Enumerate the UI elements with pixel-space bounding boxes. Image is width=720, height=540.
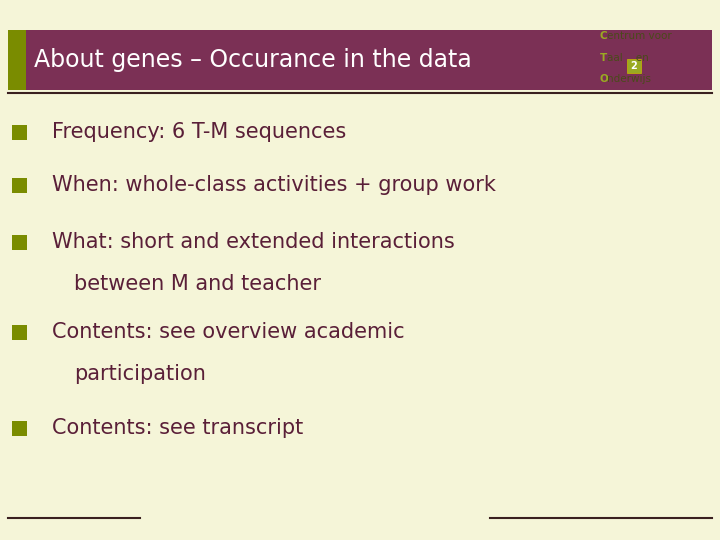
Text: Contents: see overview academic: Contents: see overview academic [52,322,405,342]
Text: participation: participation [74,364,206,384]
Text: nderwijs: nderwijs [607,74,651,84]
FancyBboxPatch shape [12,125,27,139]
Text: entrum voor: entrum voor [607,31,672,41]
FancyBboxPatch shape [12,178,27,192]
Text: Frequency: 6 T-M sequences: Frequency: 6 T-M sequences [52,122,346,142]
Text: T: T [600,53,607,63]
Text: aal    en: aal en [607,53,649,63]
Text: Contents: see transcript: Contents: see transcript [52,418,303,438]
FancyBboxPatch shape [627,59,641,73]
Text: About genes – Occurance in the data: About genes – Occurance in the data [34,48,472,72]
Text: C: C [600,31,608,41]
FancyBboxPatch shape [12,421,27,435]
FancyBboxPatch shape [12,234,27,249]
FancyBboxPatch shape [12,325,27,340]
Text: O: O [600,74,608,84]
Text: When: whole-class activities + group work: When: whole-class activities + group wor… [52,175,496,195]
FancyBboxPatch shape [8,30,712,90]
FancyBboxPatch shape [8,30,26,90]
Text: What: short and extended interactions: What: short and extended interactions [52,232,455,252]
Text: 2: 2 [631,61,637,71]
Text: between M and teacher: between M and teacher [74,274,321,294]
